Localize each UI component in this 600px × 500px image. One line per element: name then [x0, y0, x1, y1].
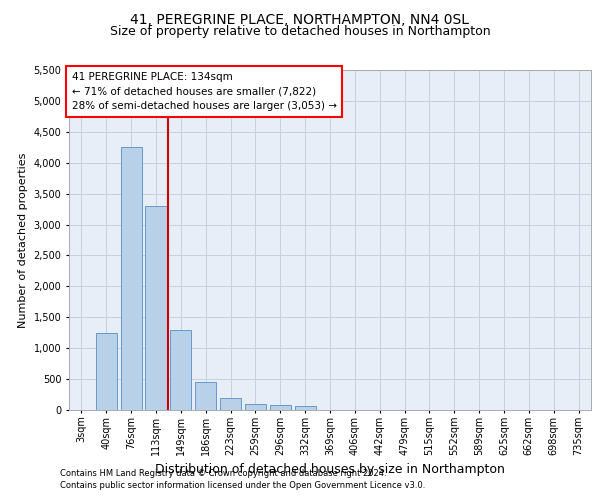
Y-axis label: Number of detached properties: Number of detached properties [18, 152, 28, 328]
Bar [121, 148, 142, 410]
Bar [195, 382, 216, 410]
Text: Contains HM Land Registry data © Crown copyright and database right 2024.: Contains HM Land Registry data © Crown c… [60, 468, 386, 477]
Bar [220, 398, 241, 410]
Text: 41, PEREGRINE PLACE, NORTHAMPTON, NN4 0SL: 41, PEREGRINE PLACE, NORTHAMPTON, NN4 0S… [131, 12, 470, 26]
Text: Contains public sector information licensed under the Open Government Licence v3: Contains public sector information licen… [60, 481, 425, 490]
Bar [145, 206, 167, 410]
Bar [170, 330, 191, 410]
Bar [245, 404, 266, 410]
Bar [96, 332, 117, 410]
Bar [295, 406, 316, 410]
Text: Size of property relative to detached houses in Northampton: Size of property relative to detached ho… [110, 25, 490, 38]
Text: 41 PEREGRINE PLACE: 134sqm
← 71% of detached houses are smaller (7,822)
28% of s: 41 PEREGRINE PLACE: 134sqm ← 71% of deta… [71, 72, 337, 112]
X-axis label: Distribution of detached houses by size in Northampton: Distribution of detached houses by size … [155, 464, 505, 476]
Bar [270, 406, 291, 410]
